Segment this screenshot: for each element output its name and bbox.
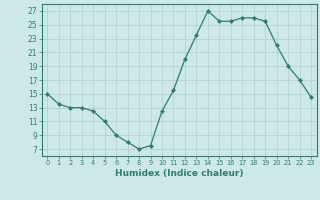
X-axis label: Humidex (Indice chaleur): Humidex (Indice chaleur) (115, 169, 244, 178)
